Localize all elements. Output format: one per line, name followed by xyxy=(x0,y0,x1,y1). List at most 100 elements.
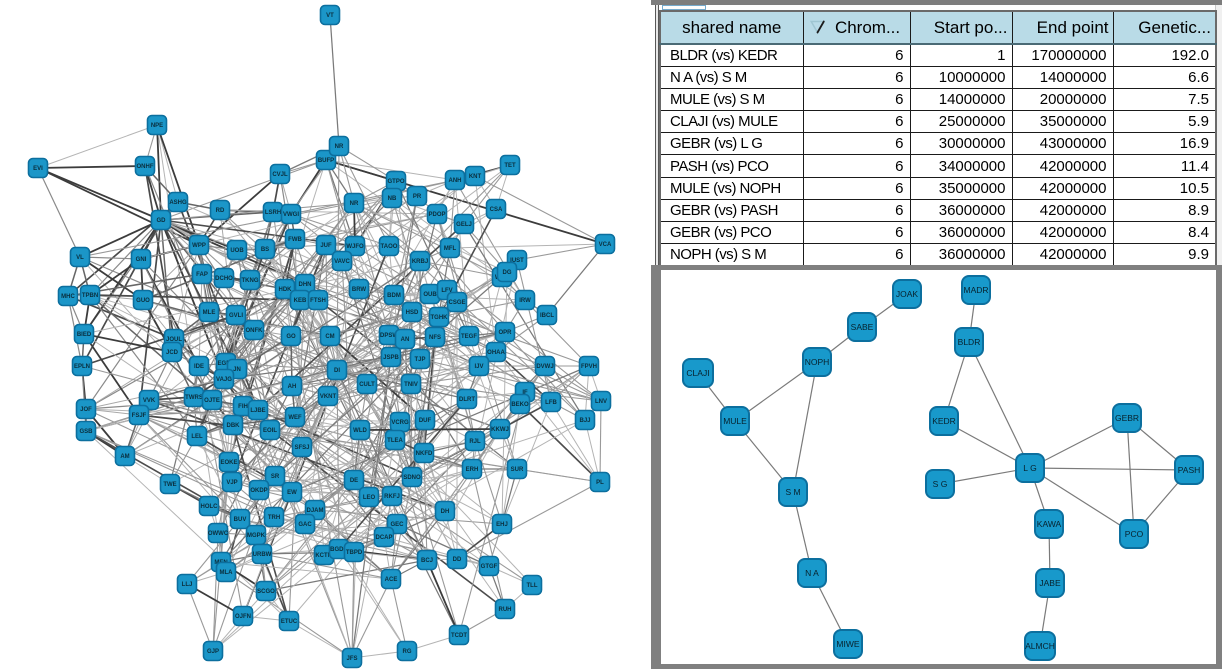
svg-text:IDE: IDE xyxy=(194,364,204,370)
svg-text:SR: SR xyxy=(271,474,280,480)
svg-text:FIH: FIH xyxy=(238,404,248,410)
svg-text:JOAK: JOAK xyxy=(895,289,918,299)
svg-text:EOKE: EOKE xyxy=(220,460,237,466)
svg-text:MLE: MLE xyxy=(203,310,216,316)
svg-text:DE: DE xyxy=(350,478,358,484)
svg-text:WLD: WLD xyxy=(353,428,367,434)
svg-text:AM: AM xyxy=(120,454,129,460)
svg-text:L G: L G xyxy=(1023,463,1036,473)
svg-text:TRH: TRH xyxy=(268,515,280,521)
svg-text:VJP: VJP xyxy=(226,480,237,486)
svg-text:DG: DG xyxy=(503,270,512,276)
svg-text:FPVH: FPVH xyxy=(581,364,597,370)
svg-text:EPLN: EPLN xyxy=(74,364,90,370)
svg-text:VKNT: VKNT xyxy=(320,394,337,400)
svg-text:KEDR: KEDR xyxy=(932,416,956,426)
svg-text:LSRH: LSRH xyxy=(265,210,281,216)
svg-text:GTGF: GTGF xyxy=(481,564,498,570)
svg-text:EGRV: EGRV xyxy=(218,361,235,367)
svg-text:SFSJ: SFSJ xyxy=(294,445,309,451)
svg-text:RJL: RJL xyxy=(469,439,481,445)
svg-text:BCJ: BCJ xyxy=(421,558,433,564)
svg-text:LEL: LEL xyxy=(191,434,203,440)
svg-text:LNV: LNV xyxy=(595,399,607,405)
svg-text:ASHG: ASHG xyxy=(169,200,187,206)
svg-text:TKNG: TKNG xyxy=(242,278,259,284)
svg-text:TLEA: TLEA xyxy=(387,438,403,444)
svg-text:NKFD: NKFD xyxy=(416,451,433,457)
svg-text:ANH: ANH xyxy=(449,178,462,184)
svg-text:MGPK: MGPK xyxy=(247,533,266,539)
svg-text:BS: BS xyxy=(261,247,269,253)
svg-text:EVI: EVI xyxy=(33,166,43,172)
svg-text:PL: PL xyxy=(596,480,604,486)
svg-text:FTSH: FTSH xyxy=(310,298,326,304)
svg-text:MLA: MLA xyxy=(220,570,234,576)
svg-text:DPSW: DPSW xyxy=(380,333,398,339)
svg-text:ACE: ACE xyxy=(385,577,398,583)
svg-text:HOLC: HOLC xyxy=(201,504,219,510)
svg-text:SCGO: SCGO xyxy=(257,589,275,595)
svg-text:SABE: SABE xyxy=(850,322,873,332)
svg-text:KCTM: KCTM xyxy=(315,553,332,559)
svg-text:HDK: HDK xyxy=(279,287,293,293)
svg-text:NR: NR xyxy=(335,144,344,150)
svg-text:BRW: BRW xyxy=(352,287,367,293)
svg-text:DBK: DBK xyxy=(227,423,241,429)
svg-text:GAC: GAC xyxy=(298,522,312,528)
svg-text:CM: CM xyxy=(325,334,334,340)
svg-text:MIWE: MIWE xyxy=(836,639,859,649)
svg-text:JUF: JUF xyxy=(320,243,332,249)
svg-text:IBCL: IBCL xyxy=(540,313,554,319)
svg-text:EHJ: EHJ xyxy=(496,522,508,528)
svg-text:NR: NR xyxy=(350,201,359,207)
svg-text:RUH: RUH xyxy=(499,607,512,613)
svg-text:CSA: CSA xyxy=(490,207,503,213)
svg-text:MULE: MULE xyxy=(723,416,747,426)
svg-text:IF: IF xyxy=(522,390,528,396)
svg-text:CLAJI: CLAJI xyxy=(686,368,709,378)
svg-text:N A: N A xyxy=(805,568,819,578)
svg-text:VT: VT xyxy=(326,13,334,19)
svg-text:MADR: MADR xyxy=(963,285,988,295)
svg-text:TWRS: TWRS xyxy=(185,395,203,401)
svg-text:JFS: JFS xyxy=(346,656,357,662)
svg-text:S G: S G xyxy=(932,479,947,489)
svg-text:OWWC: OWWC xyxy=(208,531,229,537)
svg-text:BUV: BUV xyxy=(234,517,247,523)
svg-text:CULT: CULT xyxy=(359,382,375,388)
svg-text:GTPO: GTPO xyxy=(387,179,404,185)
svg-text:GD: GD xyxy=(157,218,167,224)
svg-text:PR: PR xyxy=(413,194,422,200)
svg-text:SUR: SUR xyxy=(511,467,524,473)
svg-text:DCAP: DCAP xyxy=(375,535,392,541)
svg-text:URBW: URBW xyxy=(253,552,272,558)
svg-text:BGDB: BGDB xyxy=(330,547,348,553)
svg-text:VAJG: VAJG xyxy=(216,377,232,383)
svg-text:IRW: IRW xyxy=(519,298,531,304)
svg-text:OJFN: OJFN xyxy=(235,614,251,620)
svg-text:FSJF: FSJF xyxy=(132,413,147,419)
svg-text:IJV: IJV xyxy=(474,364,483,370)
svg-text:OHAA: OHAA xyxy=(487,350,505,356)
svg-text:VWGI: VWGI xyxy=(283,212,299,218)
svg-text:ERH: ERH xyxy=(466,467,479,473)
svg-text:KAWA: KAWA xyxy=(1036,519,1061,529)
svg-text:GEC: GEC xyxy=(390,522,404,528)
svg-text:BIED: BIED xyxy=(77,332,92,338)
svg-text:BJJ: BJJ xyxy=(579,418,590,424)
svg-text:RD: RD xyxy=(216,208,225,214)
svg-text:NOPH: NOPH xyxy=(804,357,829,367)
svg-text:SDNO: SDNO xyxy=(403,475,421,481)
svg-text:BEKO: BEKO xyxy=(511,402,529,408)
svg-text:VCRG: VCRG xyxy=(391,420,409,426)
svg-text:WPP: WPP xyxy=(192,243,206,249)
svg-text:GO: GO xyxy=(286,334,296,340)
svg-text:BUFP: BUFP xyxy=(318,158,334,164)
svg-text:NFS: NFS xyxy=(429,335,441,341)
svg-text:TBPD: TBPD xyxy=(346,550,363,556)
svg-text:VL: VL xyxy=(76,255,84,261)
svg-text:OUB: OUB xyxy=(423,292,437,298)
svg-text:WEF: WEF xyxy=(288,415,302,421)
svg-text:GNI: GNI xyxy=(136,257,147,263)
